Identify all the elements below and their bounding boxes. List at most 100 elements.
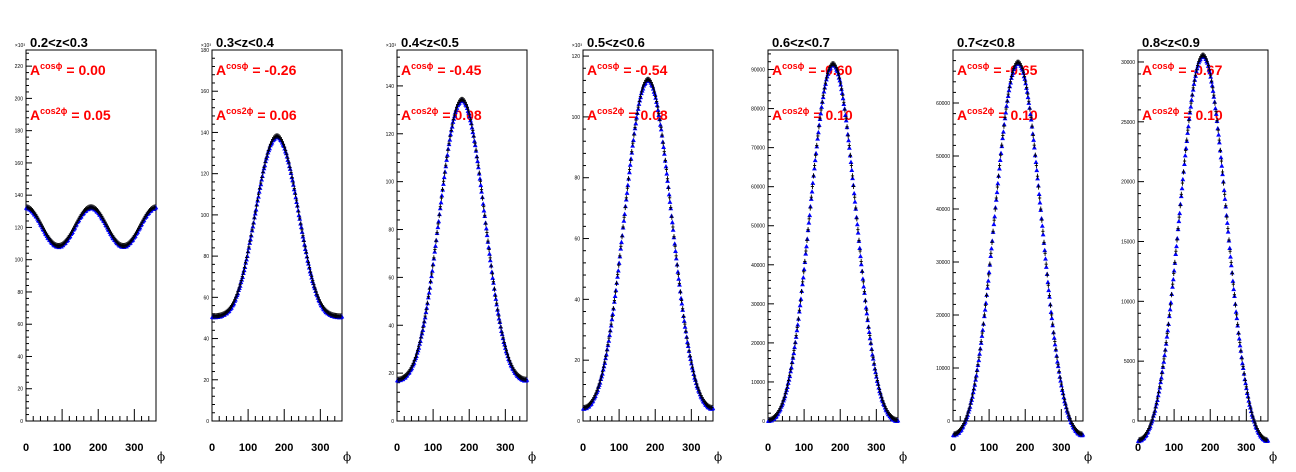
data-point-blue (1171, 268, 1177, 273)
y-tick-label: 70000 (751, 146, 765, 152)
panel-title: 0.8<z<0.9 (1142, 35, 1200, 50)
data-point-blue (812, 165, 817, 171)
y-tick-label: 40 (17, 354, 23, 360)
data-point-blue (983, 300, 989, 305)
y-tick-label: 50000 (936, 154, 950, 160)
data-point-blue (1049, 315, 1055, 321)
data-point-blue (1052, 341, 1058, 347)
data-point-blue (1034, 167, 1040, 173)
data-point-blue (499, 328, 504, 334)
data-point-blue (861, 284, 867, 289)
x-tick-label: 0 (394, 442, 400, 454)
y-tick-label: 20000 (936, 313, 950, 319)
data-point-blue (855, 230, 861, 235)
x-tick-label: 0 (765, 442, 771, 454)
asymmetry-superscript: cosϕ (411, 61, 434, 71)
data-point-blue (977, 351, 982, 356)
asymmetry-superscript: cosϕ (226, 61, 249, 71)
asymmetry-value: = 0.10 (1183, 107, 1223, 123)
data-point-blue (1045, 279, 1051, 285)
x-tick-label: 100 (795, 442, 813, 454)
y-tick-label: 180 (15, 129, 24, 135)
series-black (25, 204, 157, 249)
data-point-blue (673, 248, 678, 254)
data-point-blue (1230, 278, 1236, 283)
data-point-blue (666, 192, 672, 197)
x-tick-label: 200 (1201, 442, 1219, 454)
x-axis-label: ϕ (899, 450, 907, 464)
data-point-blue (658, 122, 663, 127)
y-tick-label: 120 (572, 54, 581, 60)
data-point-blue (807, 212, 813, 218)
x-axis-label: ϕ (528, 450, 536, 464)
panel-title: 0.2<z<0.3 (30, 35, 88, 50)
data-point-blue (840, 95, 846, 101)
data-point-blue (483, 225, 489, 231)
y-tick-label: 10000 (751, 380, 765, 386)
data-point-blue (1036, 191, 1042, 196)
data-point-blue (475, 158, 480, 164)
data-point-blue (857, 245, 863, 250)
asymmetry-value: = 0.06 (257, 107, 297, 123)
data-point-blue (615, 268, 621, 273)
data-point-blue (818, 111, 824, 116)
panel-4: 0 100 200 300 0 20 40 60 80 100 120 ×10³ 0.5<z<0.6 Ac… (572, 35, 723, 464)
y-tick-label: 60 (203, 295, 209, 301)
series-black (767, 61, 899, 423)
series-blue (394, 97, 530, 383)
data-point-blue (812, 157, 818, 163)
series-black (582, 76, 714, 411)
data-point-blue (1188, 104, 1194, 109)
x-tick-label: 200 (1016, 442, 1034, 454)
data-point-blue (667, 199, 673, 204)
panel-5: 0 100 200 300 0 10000 20000 30000 40000 50000 6000… (751, 35, 907, 464)
data-point-blue (991, 221, 997, 227)
asymmetry-symbol: A (1142, 62, 1152, 78)
data-point-blue (1177, 210, 1183, 216)
data-point-blue (1037, 200, 1043, 205)
x-tick-label: 300 (125, 442, 143, 454)
data-point-blue (995, 180, 1001, 186)
data-point-blue (621, 218, 627, 223)
x-tick-label: 100 (610, 442, 628, 454)
data-point-blue (1043, 256, 1048, 261)
y-tick-label: 100 (572, 115, 581, 121)
asymmetry-value: = 0.05 (71, 107, 111, 123)
x-tick-label: 300 (311, 442, 329, 454)
data-point-blue (604, 351, 609, 357)
x-tick-label: 300 (682, 442, 700, 454)
y-tick-label: 30000 (751, 302, 765, 308)
y-tick-label: 140 (15, 193, 24, 199)
y-tick-label: 160 (15, 161, 24, 167)
data-point-blue (669, 219, 675, 225)
y-tick-label: 80000 (751, 107, 765, 113)
asymmetry-annotation: Acos2ϕ = 0.10 (957, 106, 1038, 123)
data-point-blue (439, 192, 445, 198)
data-point-blue (980, 327, 986, 332)
data-point-blue (1167, 306, 1173, 312)
data-point-blue (1227, 245, 1233, 250)
data-point-blue (851, 190, 857, 196)
y-multiplier-label: ×10³ (386, 43, 396, 49)
data-point-blue (260, 173, 265, 179)
y-tick-label: 100 (15, 258, 24, 264)
data-point-blue (251, 220, 257, 225)
data-point-blue (985, 278, 991, 283)
asymmetry-annotation: Acos2ϕ = 0.08 (587, 106, 668, 123)
data-point-blue (679, 301, 685, 306)
y-tick-label: 0 (206, 419, 209, 425)
data-point-blue (1219, 163, 1225, 168)
data-point-blue (426, 290, 432, 295)
data-point-blue (612, 293, 618, 299)
x-tick-label: 200 (831, 442, 849, 454)
asymmetry-symbol: A (587, 62, 597, 78)
asymmetry-value: = 0.08 (628, 107, 668, 123)
data-point-blue (965, 412, 971, 417)
y-tick-label: 80 (17, 290, 23, 296)
x-tick-label: 100 (424, 442, 442, 454)
data-point-blue (248, 236, 253, 242)
data-point-blue (994, 189, 1000, 195)
data-point-blue (263, 158, 268, 164)
x-tick-label: 100 (239, 442, 257, 454)
asymmetry-superscript: cos2ϕ (411, 106, 439, 116)
